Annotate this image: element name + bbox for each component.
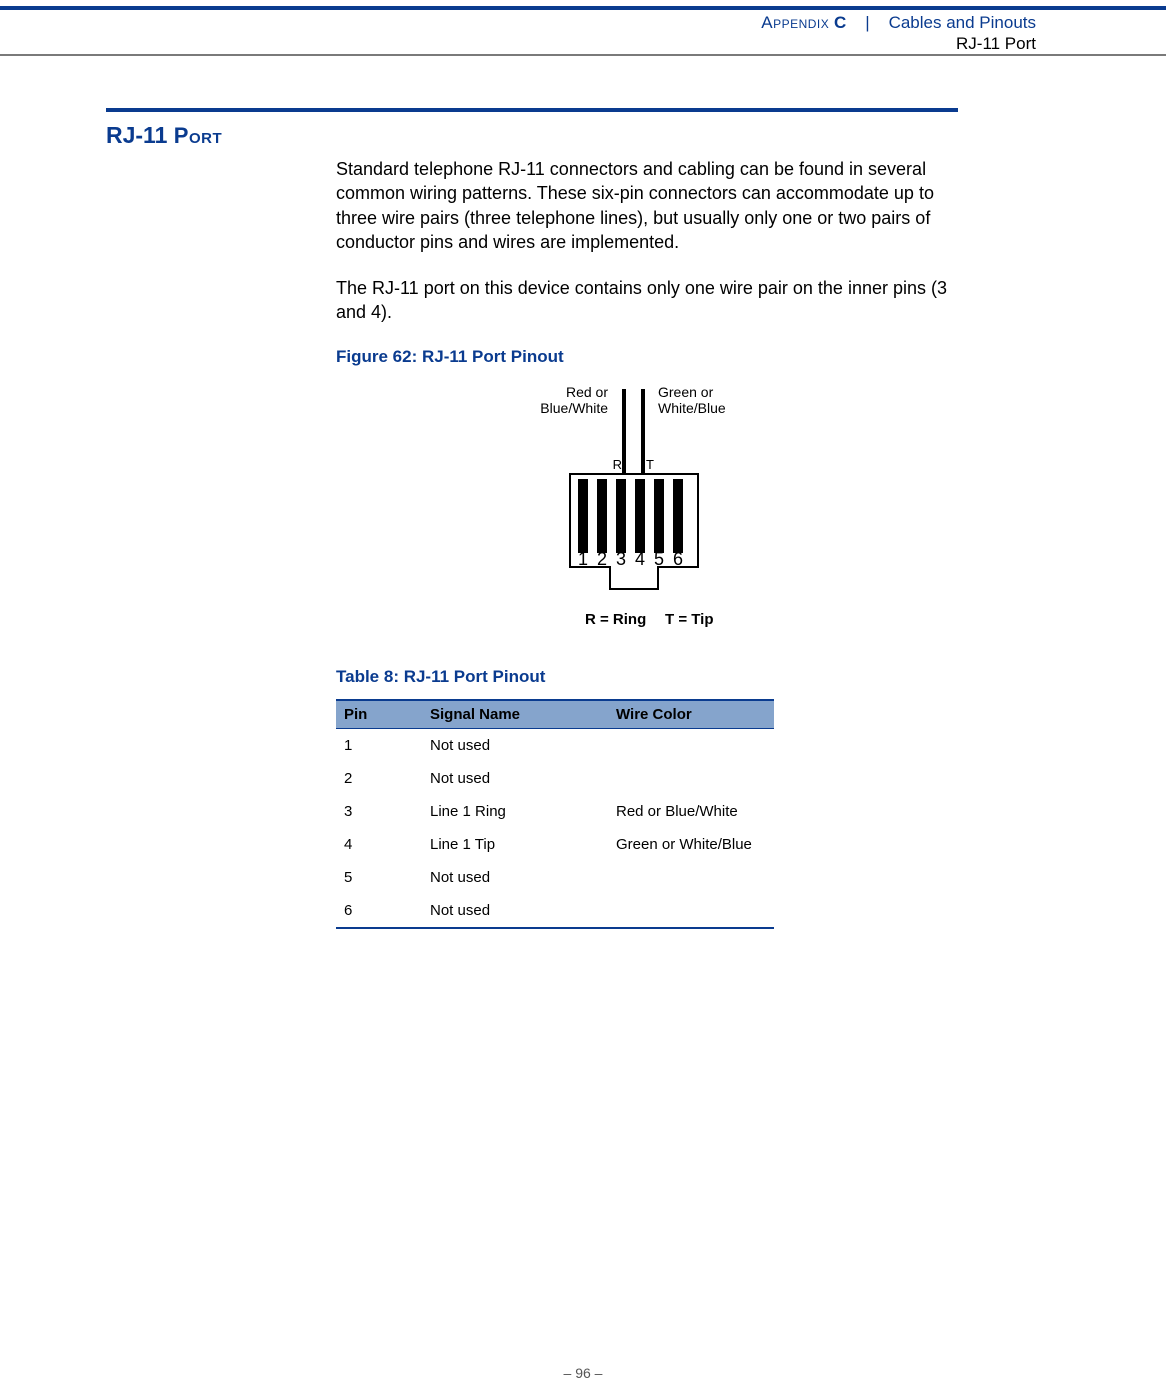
diagram-right-label-1: Green or [658,384,714,400]
table-header-row: Pin Signal Name Wire Color [336,700,774,729]
cell-color [608,894,774,927]
table-row: 6 Not used [336,894,774,927]
appendix-word: Appendix [761,13,829,32]
pin-3-bar [616,479,626,553]
header-section: RJ-11 Port [956,34,1036,53]
legend-tip: T = Tip [665,611,713,628]
table-row: 1 Not used [336,728,774,762]
pin-num-4: 4 [635,549,645,569]
r-letter: R [613,457,622,472]
diagram-left-label-2: Blue/White [540,400,608,416]
pin-4-bar [635,479,645,553]
header-chapter: Cables and Pinouts [889,13,1036,32]
running-header: Appendix C | Cables and Pinouts RJ-11 Po… [761,12,1036,55]
cell-color [608,762,774,795]
legend-ring: R = Ring [585,611,646,628]
appendix-letter: C [834,13,846,32]
pin-num-5: 5 [654,549,664,569]
pin-5-bar [654,479,664,553]
th-signal: Signal Name [422,700,608,729]
pins-group [578,479,683,553]
cell-pin: 2 [336,762,422,795]
cell-color [608,861,774,894]
cell-pin: 3 [336,795,422,828]
table-row: 5 Not used [336,861,774,894]
th-pin: Pin [336,700,422,729]
pin-2-bar [597,479,607,553]
diagram-right-label-2: White/Blue [658,400,726,416]
table-row: 2 Not used [336,762,774,795]
cell-pin: 1 [336,728,422,762]
pin-num-6: 6 [673,549,683,569]
body-column: Standard telephone RJ-11 connectors and … [336,157,964,929]
table-caption: Table 8: RJ-11 Port Pinout [336,667,964,687]
header-underline [0,54,1166,56]
cell-pin: 5 [336,861,422,894]
page-number: – 96 – [564,1365,603,1381]
section-title: RJ-11 Port [106,122,1066,149]
cell-color: Red or Blue/White [608,795,774,828]
content: RJ-11 Port Standard telephone RJ-11 conn… [106,108,1066,929]
table-row: 3 Line 1 Ring Red or Blue/White [336,795,774,828]
header-appendix: Appendix C [761,13,851,32]
t-letter: T [646,457,654,472]
top-rule [0,6,1166,10]
cell-color [608,728,774,762]
cell-signal: Not used [422,861,608,894]
section-title-word: Port [174,123,222,148]
figure-caption: Figure 62: RJ-11 Port Pinout [336,347,964,367]
cell-signal: Line 1 Ring [422,795,608,828]
pinout-table: Pin Signal Name Wire Color 1 Not used 2 [336,699,774,927]
pin-1-bar [578,479,588,553]
paragraph-1: Standard telephone RJ-11 connectors and … [336,157,964,254]
paragraph-2: The RJ-11 port on this device contains o… [336,276,964,325]
rj11-svg: Red or Blue/White Green or White/Blue R … [440,379,860,639]
section-title-prefix: RJ-11 [106,122,174,148]
cell-signal: Not used [422,762,608,795]
cell-color: Green or White/Blue [608,828,774,861]
pin-num-3: 3 [616,549,626,569]
page-footer: – 96 – [0,1365,1166,1381]
cell-pin: 4 [336,828,422,861]
cell-signal: Not used [422,728,608,762]
rj11-diagram: Red or Blue/White Green or White/Blue R … [440,379,860,639]
pin-6-bar [673,479,683,553]
page: Appendix C | Cables and Pinouts RJ-11 Po… [0,0,1166,1399]
pinout-table-wrap: Pin Signal Name Wire Color 1 Not used 2 [336,699,774,929]
cell-signal: Not used [422,894,608,927]
table-row: 4 Line 1 Tip Green or White/Blue [336,828,774,861]
header-separator [851,13,860,32]
header-separator2 [874,13,883,32]
cell-pin: 6 [336,894,422,927]
diagram-left-label-1: Red or [566,384,608,400]
header-pipe: | [865,13,869,32]
pin-num-2: 2 [597,549,607,569]
pin-num-1: 1 [578,549,588,569]
th-color: Wire Color [608,700,774,729]
section-rule [106,108,958,112]
cell-signal: Line 1 Tip [422,828,608,861]
